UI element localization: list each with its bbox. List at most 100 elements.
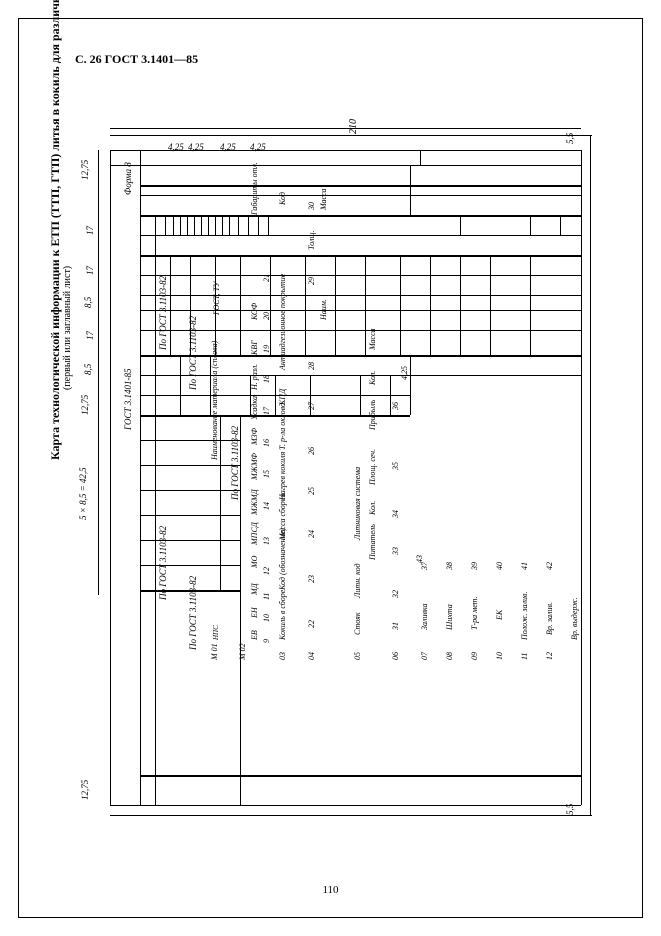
n25: 25 [307, 487, 316, 495]
m01-naim: Наименование материала (сплава) [210, 341, 219, 460]
n18: 18 [262, 375, 271, 383]
n36: 36 [391, 402, 400, 410]
n14: 14 [262, 502, 271, 510]
dim-l4: 17 [85, 331, 95, 340]
n10: 10 [262, 614, 271, 622]
n26: 26 [307, 447, 316, 455]
n34: 34 [391, 510, 400, 518]
n31: 31 [391, 622, 400, 630]
n13: 13 [262, 537, 271, 545]
m02-md: МД [250, 583, 259, 595]
r09: 09 [470, 652, 479, 660]
n24: 24 [307, 530, 316, 538]
trazl: Т. р-ла окловд. [278, 401, 287, 450]
massa3: Масса [368, 329, 377, 350]
n11: 11 [262, 593, 271, 600]
page-header: С. 26 ГОСТ 3.1401—85 [75, 52, 198, 67]
m02-mzf: МЗФ [250, 428, 259, 445]
m02-mpsd: МПСД [250, 522, 259, 545]
m02-nrazl: Н. разл. [250, 364, 259, 390]
dim-l8: 12,75 [80, 780, 90, 800]
dim-l3: 8,5 [83, 297, 93, 308]
kpd: КПД [278, 389, 287, 405]
tramet: Т-ра мет. [470, 596, 479, 630]
r03: 03 [278, 652, 287, 660]
ref-gost-e: По ГОСТ 3.1103-82 [230, 426, 240, 500]
dim-l6: 12,75 [80, 395, 90, 415]
litn: Литн. код [353, 563, 362, 598]
ref-gost-d: По ГОСТ 3.1103-82 [188, 576, 198, 650]
dim-h3: 4,25 [220, 142, 236, 152]
doc-subtitle: (первый или заглавный лист) [62, 266, 73, 390]
poloz: Полож. залив. [520, 592, 529, 641]
n15: 15 [262, 470, 271, 478]
page-number: 110 [0, 884, 661, 896]
vrzaliv: Вр. залив. [545, 602, 554, 635]
r06: 06 [391, 652, 400, 660]
m02-mzhmd: МЖМД [250, 489, 259, 515]
n30: 30 [307, 202, 316, 210]
m02-mzhmf: МЖМФ [250, 453, 259, 480]
m02-mo: МО [250, 556, 259, 568]
dim-h1: 4,25 [168, 142, 184, 152]
shihta: Шихта [445, 604, 454, 630]
m02-kof: КОФ [250, 303, 259, 320]
dim-55-top: 5,5 [565, 133, 575, 144]
vrvyder: Вр. выдерж. [570, 597, 579, 640]
r12: 12 [545, 652, 554, 660]
n29: 29 [307, 277, 316, 285]
n21: 21 [262, 274, 271, 282]
dim-h4: 4,25 [250, 142, 266, 152]
n32: 32 [391, 590, 400, 598]
r07: 07 [420, 652, 429, 660]
dim-l1: 17 [85, 226, 95, 235]
doc-title: Карта технологической информации к ЕТП (… [48, 0, 63, 460]
stoyak: Стояк [353, 612, 362, 635]
kod2: Код [278, 192, 287, 205]
m02-en: ЕН [250, 607, 259, 618]
dim-210: 210 [348, 119, 359, 134]
massa2: Масса [319, 189, 328, 210]
r11: 11 [520, 653, 529, 660]
dim-inner: 4,25 [400, 366, 409, 380]
zalivka: Заливка [420, 604, 429, 630]
ek: ЕК [495, 610, 504, 620]
n12: 12 [262, 567, 271, 575]
m02-kvg: КВГ [250, 340, 259, 355]
n40: 40 [495, 562, 504, 570]
dim-55-bot: 5,5 [565, 804, 575, 815]
n38: 38 [445, 562, 454, 570]
n28: 28 [307, 362, 316, 370]
m02-ev: ЕВ [250, 630, 259, 640]
ref-gost-b: По ГОСТ 3.1103-82 [158, 526, 168, 600]
m01-h1: НПС [212, 625, 220, 640]
massasb: Масса сборки [278, 493, 287, 540]
n33: 33 [391, 547, 400, 555]
m02-gabarit: Габариты отл. [250, 162, 259, 215]
n37: 37 [420, 562, 429, 570]
litsys: Литниковая система [353, 467, 362, 540]
dim-l7: 5 × 8,5 = 42,5 [78, 467, 88, 520]
r04: 04 [307, 652, 316, 660]
n19: 19 [262, 345, 271, 353]
plosh: Площ. сеч. [368, 449, 377, 485]
n35: 35 [391, 462, 400, 470]
n41: 41 [520, 562, 529, 570]
nagrev: Нагрев кокиля [278, 452, 287, 500]
r10: 10 [495, 652, 504, 660]
naim2: Наим. [319, 299, 328, 320]
form-diagram: 5,5 5,5 210 ГОСТ 3.1401-85 Форма 8 По ГО… [110, 120, 581, 810]
r05: 05 [353, 652, 362, 660]
n23: 23 [307, 575, 316, 583]
kol1: Кол. [368, 501, 377, 515]
ref-gost-1401: ГОСТ 3.1401-85 [123, 368, 133, 430]
koddop: Кокиль в сборе [278, 590, 287, 640]
n22: 22 [307, 620, 316, 628]
m01: М 01 [210, 643, 219, 660]
n17: 17 [262, 407, 271, 415]
kol2: Кол. [368, 371, 377, 385]
dim-h2: 4,25 [188, 142, 204, 152]
n42: 42 [545, 562, 554, 570]
pitatel: Питатель [368, 524, 377, 560]
n9: 9 [262, 639, 271, 643]
